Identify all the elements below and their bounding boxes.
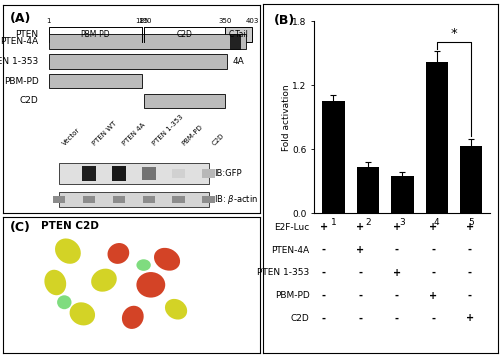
Bar [49,74,142,88]
Text: +: + [356,222,364,232]
Text: +: + [356,245,364,255]
Text: PTEN 1-353: PTEN 1-353 [152,114,184,147]
Text: -: - [432,245,436,255]
Text: 185: 185 [136,18,148,24]
Text: 4A: 4A [232,57,244,66]
Text: C2D: C2D [20,96,38,105]
Text: PTEN-4A: PTEN-4A [0,37,38,46]
Text: PTEN 1-353: PTEN 1-353 [0,57,38,66]
Text: -: - [394,245,398,255]
Text: +: + [429,290,438,301]
Bar [49,54,227,69]
Text: 1: 1 [46,18,51,24]
Text: 350: 350 [219,18,232,24]
Text: E2F-Luc: E2F-Luc [274,223,310,232]
Text: PTEN-4A: PTEN-4A [272,246,310,255]
Text: -: - [432,268,436,278]
Text: C-Tail: C-Tail [229,30,249,39]
Bar [202,169,215,178]
Text: IB:GFP: IB:GFP [214,169,242,178]
Text: -: - [358,268,362,278]
Bar [142,196,155,203]
Text: -: - [322,268,326,278]
Text: PTEN: PTEN [16,30,38,39]
Text: -: - [394,290,398,301]
Text: (C): (C) [10,221,31,234]
Bar [144,94,226,108]
Bar [142,167,156,180]
Bar [59,192,208,207]
Bar [144,27,226,42]
Bar [49,27,142,42]
Text: C2D: C2D [211,132,226,147]
Text: +: + [466,222,474,232]
Bar [82,166,96,181]
Text: +: + [392,222,401,232]
Text: -: - [468,245,472,255]
Bar [226,27,252,42]
Text: PTEN 1-353: PTEN 1-353 [257,268,310,277]
Text: C2D: C2D [291,314,310,323]
Text: +: + [429,222,438,232]
Text: 190: 190 [138,18,151,24]
Bar [172,196,185,203]
Bar [49,34,246,49]
Text: IB: $\beta$-actin: IB: $\beta$-actin [214,193,258,206]
Text: -: - [394,313,398,323]
Text: PBM-PD: PBM-PD [80,30,110,39]
Text: -: - [432,313,436,323]
Text: PTEN 4A: PTEN 4A [122,121,146,147]
Bar [112,166,126,181]
Bar [53,196,66,203]
Text: -: - [358,290,362,301]
Bar [112,196,125,203]
Bar [59,163,208,184]
Text: -: - [468,268,472,278]
Bar [230,34,239,49]
Text: +: + [466,313,474,323]
Text: +: + [392,268,401,278]
Text: -: - [322,245,326,255]
Text: Vector: Vector [62,127,82,147]
Text: PBM-PD: PBM-PD [275,291,310,300]
Text: -: - [358,313,362,323]
Bar [202,196,214,203]
Text: 403: 403 [246,18,259,24]
Text: +: + [320,222,328,232]
Text: PBM-PD: PBM-PD [4,77,38,86]
Text: -: - [468,290,472,301]
Text: (B): (B) [274,14,295,27]
Text: -: - [322,313,326,323]
Text: -: - [322,290,326,301]
Bar [172,169,186,178]
Text: C2D: C2D [177,30,193,39]
Text: PBM-PD: PBM-PD [181,124,204,147]
Bar [83,196,95,203]
Text: PTEN C2D: PTEN C2D [41,221,99,231]
Text: PTEN WT: PTEN WT [92,120,118,147]
Text: (A): (A) [10,12,32,24]
